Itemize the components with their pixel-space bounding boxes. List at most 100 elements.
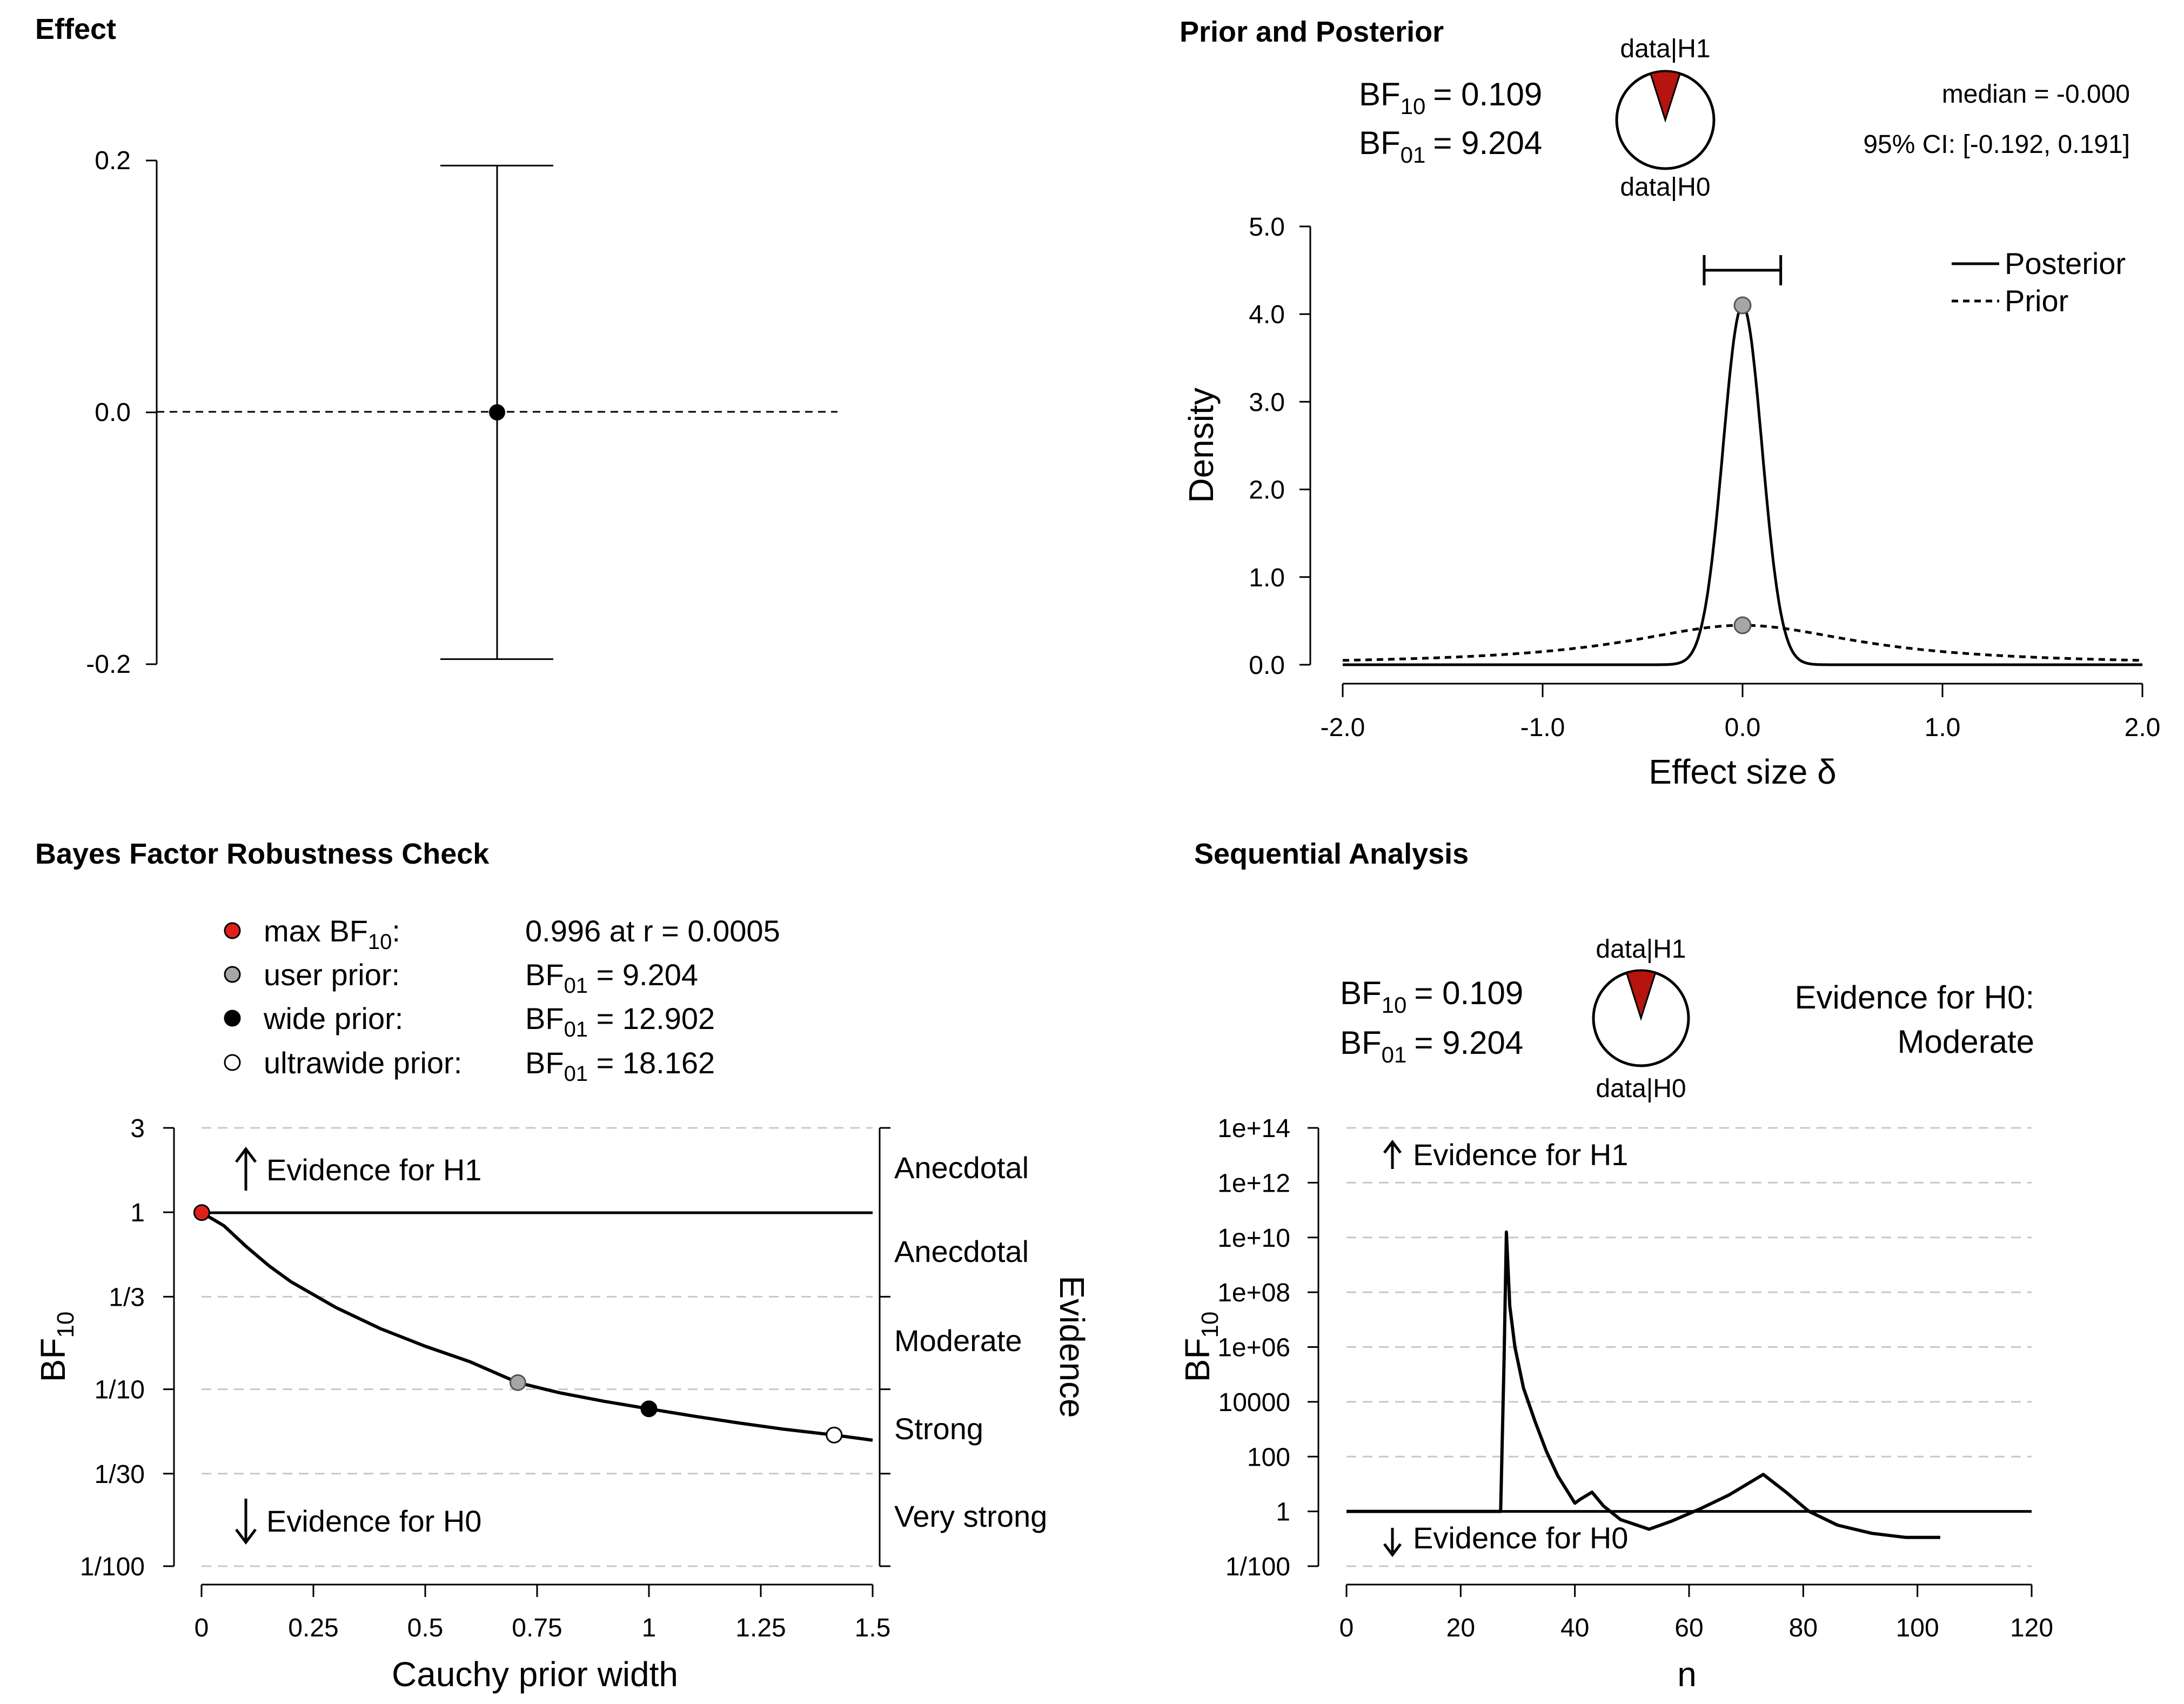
arrow-down-head-icon <box>235 1528 257 1545</box>
robustness-ytick-label: 1 <box>130 1199 145 1227</box>
seq-pie-bottom-label: data|H0 <box>1596 1074 1686 1103</box>
pp-bf10-text: BF10 = 0.109 <box>1359 76 1542 119</box>
pp-xtick-label: -2.0 <box>1321 713 1365 742</box>
pp-pie-top-label: data|H1 <box>1620 35 1710 63</box>
prior-posterior-panel: Prior and Posterior BF10 = 0.109 BF01 = 9.… <box>1180 16 2160 791</box>
robustness-ytick-label: 1/100 <box>80 1553 145 1581</box>
pp-xtick-label: -1.0 <box>1520 713 1565 742</box>
seq-y-axis-label: BF10 <box>1178 1312 1223 1382</box>
robustness-xtick-label: 0.75 <box>512 1614 562 1642</box>
seq-pie-h1-slice <box>1625 970 1657 1021</box>
seq-evidence-h0-label: Evidence for H0 <box>1413 1521 1628 1555</box>
pp-ytick-label: 0.0 <box>1249 651 1285 680</box>
seq-xtick-label: 120 <box>2010 1614 2053 1642</box>
seq-xtick-label: 60 <box>1674 1614 1703 1642</box>
evidence-h1-label: Evidence for H1 <box>266 1153 481 1187</box>
robustness-xtick-label: 0.25 <box>288 1614 338 1642</box>
seq-arrow-up-head-icon <box>1383 1139 1402 1154</box>
pp-x-axis-label: Effect size δ <box>1649 752 1836 791</box>
seq-xtick-label: 40 <box>1560 1614 1589 1642</box>
legend-label-ultrawide: ultrawide prior: <box>264 1046 462 1080</box>
seq-ytick-label: 1e+14 <box>1217 1114 1290 1143</box>
effect-ytick-label: 0.2 <box>95 146 131 175</box>
seq-ytick-label: 10000 <box>1218 1388 1290 1417</box>
legend-value-ultrawide: BF01 = 18.162 <box>525 1046 715 1086</box>
evidence-h1-annotation: Evidence for H1 <box>235 1146 481 1191</box>
pp-ytick-label: 1.0 <box>1249 564 1285 592</box>
seq-ytick-label: 1/100 <box>1225 1553 1290 1581</box>
seq-ytick-label: 1e+06 <box>1217 1334 1290 1362</box>
legend-label-max: max BF10: <box>264 914 400 954</box>
right-axis-evidence-title: Evidence <box>1053 1275 1091 1418</box>
seq-arrow-down-head-icon <box>1383 1543 1402 1558</box>
robustness-point-black <box>640 1400 658 1418</box>
robustness-ytick-label: 1/3 <box>109 1283 145 1312</box>
robustness-y-axis-label: BF10 <box>34 1312 79 1382</box>
legend-value-wide: BF01 = 12.902 <box>525 1001 715 1041</box>
arrow-up-head-icon <box>235 1146 257 1163</box>
robustness-point-red <box>193 1204 210 1221</box>
evidence-h0-label: Evidence for H0 <box>266 1504 481 1538</box>
legend-marker-max <box>224 922 241 939</box>
legend-prior-label: Prior <box>2005 284 2068 318</box>
pp-pie-chart <box>1615 70 1716 170</box>
robustness-x-axis-label: Cauchy prior width <box>392 1655 678 1694</box>
seq-xtick-label: 20 <box>1446 1614 1475 1642</box>
robustness-panel: Bayes Factor Robustness Check max BF10: … <box>34 838 1091 1694</box>
prior-posterior-title: Prior and Posterior <box>1180 16 1444 48</box>
posterior-density-line <box>1343 304 2142 666</box>
seq-bf10-text: BF10 = 0.109 <box>1340 975 1523 1018</box>
pp-median-text: median = -0.000 <box>1942 80 2130 109</box>
posterior-at-zero-dot <box>1733 296 1752 315</box>
robustness-xtick-label: 0 <box>195 1614 209 1642</box>
pp-ytick-label: 2.0 <box>1249 476 1285 505</box>
legend-marker-wide <box>224 1010 241 1027</box>
legend-value-user: BF01 = 9.204 <box>525 958 698 998</box>
pp-bf01-text: BF01 = 9.204 <box>1359 125 1542 168</box>
seq-xtick-label: 80 <box>1789 1614 1818 1642</box>
right-label-strong: Strong <box>894 1412 983 1446</box>
robustness-point-white <box>826 1426 843 1444</box>
robustness-xtick-label: 1 <box>642 1614 656 1642</box>
pp-xtick-label: 1.0 <box>1925 713 1961 742</box>
effect-panel: Effect 0.2 0.0 -0.2 <box>35 13 838 679</box>
seq-evidence-h0-annotation: Evidence for H0 <box>1383 1521 1628 1558</box>
seq-evidence-title: Evidence for H0: <box>1794 979 2034 1015</box>
pp-pie-bottom-label: data|H0 <box>1620 173 1710 202</box>
pp-pie-h1-slice <box>1649 70 1681 123</box>
seq-ytick-label: 1e+08 <box>1217 1279 1290 1307</box>
effect-title: Effect <box>35 13 116 45</box>
seq-pie-chart <box>1592 969 1690 1067</box>
legend-value-max: 0.996 at r = 0.0005 <box>525 914 780 948</box>
legend-marker-ultrawide <box>224 1054 241 1071</box>
seq-ytick-label: 100 <box>1247 1443 1290 1472</box>
seq-ytick-label: 1e+12 <box>1217 1169 1290 1198</box>
seq-bf-curve <box>1346 1230 1940 1539</box>
seq-bf01-text: BF01 = 9.204 <box>1340 1025 1523 1067</box>
robustness-xtick-label: 1.25 <box>735 1614 786 1642</box>
right-label-anecdotal-1: Anecdotal <box>894 1151 1029 1185</box>
seq-evidence-level: Moderate <box>1898 1024 2034 1060</box>
seq-evidence-h1-label: Evidence for H1 <box>1413 1138 1628 1172</box>
effect-ytick-label: 0.0 <box>95 398 131 427</box>
right-label-anecdotal-2: Anecdotal <box>894 1234 1029 1268</box>
seq-ytick-label: 1e+10 <box>1217 1224 1290 1253</box>
seq-x-axis-label: n <box>1677 1655 1697 1694</box>
seq-ytick-label: 1 <box>1276 1498 1290 1527</box>
seq-evidence-h1-annotation: Evidence for H1 <box>1383 1138 1628 1172</box>
seq-xtick-label: 0 <box>1339 1614 1354 1642</box>
robustness-xtick-label: 1.5 <box>855 1614 891 1642</box>
pp-ci-text: 95% CI: [-0.192, 0.191] <box>1863 130 2130 159</box>
robustness-ytick-label: 1/10 <box>95 1376 145 1405</box>
robustness-ytick-label: 3 <box>130 1114 145 1143</box>
pp-xtick-label: 0.0 <box>1725 713 1761 742</box>
legend-posterior-label: Posterior <box>2005 246 2126 280</box>
robustness-point-grey <box>509 1374 526 1391</box>
robustness-xtick-label: 0.5 <box>407 1614 444 1642</box>
robustness-legend: max BF10: 0.996 at r = 0.0005 user prior… <box>224 914 780 1086</box>
pp-ytick-label: 5.0 <box>1249 213 1285 242</box>
sequential-panel: Sequential Analysis BF10 = 0.109 BF01 = 9.… <box>1178 838 2053 1694</box>
right-label-moderate: Moderate <box>894 1324 1022 1358</box>
robustness-ytick-label: 1/30 <box>95 1460 145 1489</box>
seq-xtick-label: 100 <box>1896 1614 1939 1642</box>
